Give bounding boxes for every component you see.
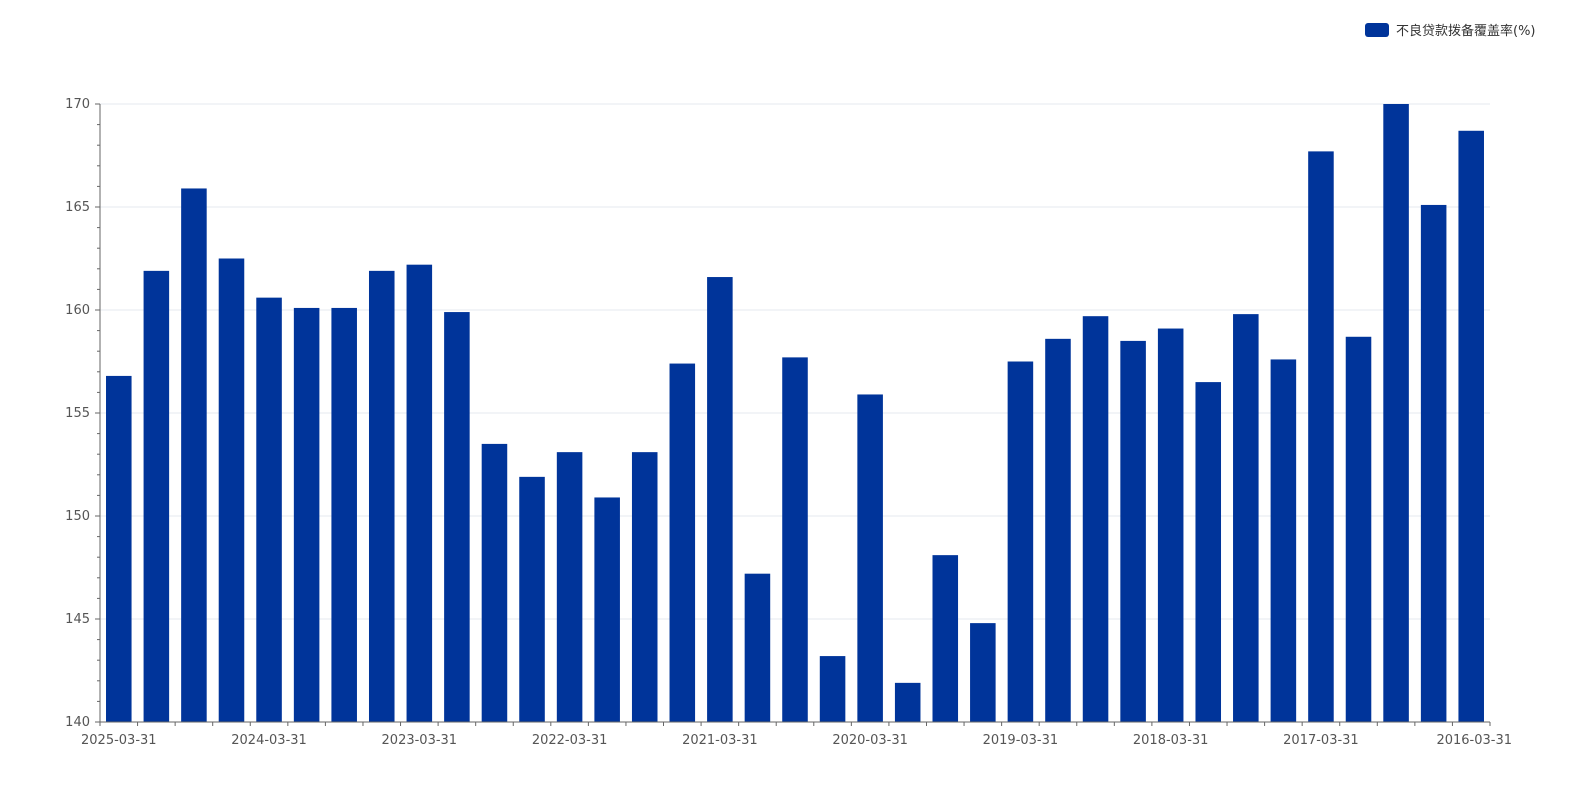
x-tick-label: 2018-03-31 bbox=[1133, 733, 1209, 748]
x-tick-label: 2021-03-31 bbox=[682, 733, 758, 748]
bar[interactable]: 2016-06-30: 165.1 bbox=[1420, 204, 1447, 722]
x-tick-label: 2025-03-31 bbox=[81, 733, 157, 748]
bar[interactable]: 2024-06-30: 162.5 bbox=[218, 258, 245, 723]
x-tick-label: 2017-03-31 bbox=[1283, 733, 1359, 748]
bar[interactable]: 2017-06-30: 157.6 bbox=[1270, 359, 1297, 722]
x-tick-label: 2024-03-31 bbox=[231, 733, 307, 748]
bar[interactable]: 2024-03-31: 160.6 bbox=[256, 297, 282, 722]
bar[interactable]: 2024-09-30: 165.9 bbox=[181, 188, 207, 722]
y-tick-label: 150 bbox=[65, 509, 90, 524]
bar[interactable]: 2023-09-30: 160.1 bbox=[331, 307, 357, 722]
bar[interactable]: 2021-12-31: 150.9 bbox=[594, 497, 620, 722]
bar[interactable]: 2016-12-31: 158.7 bbox=[1345, 336, 1372, 722]
bar[interactable]: 2016-03-31: 168.7 bbox=[1458, 130, 1484, 722]
bar[interactable]: 2020-09-30: 157.7 bbox=[782, 357, 808, 722]
bar[interactable]: 2022-03-31: 153.1 bbox=[556, 452, 583, 722]
bar[interactable]: 2020-03-31: 155.9 bbox=[857, 394, 883, 722]
y-tick-label: 160 bbox=[65, 303, 90, 318]
axes: 140 145 150 155 160 165 170 2025-03-31 2024-03-3… bbox=[65, 97, 1512, 748]
bar[interactable]: 2023-03-31: 162.2 bbox=[406, 264, 433, 722]
bar[interactable]: 2019-09-30: 148.1 bbox=[932, 555, 959, 722]
bar[interactable]: 2018-03-31: 159.1 bbox=[1157, 328, 1184, 722]
bar[interactable]: 2021-09-30: 153.1 bbox=[631, 452, 658, 722]
bar[interactable]: 2017-03-31: 167.7 bbox=[1308, 151, 1334, 722]
bar[interactable]: 2023-06-30: 161.9 bbox=[368, 270, 395, 722]
legend[interactable]: 不良贷款拨备覆盖率(%) bbox=[1365, 23, 1536, 39]
y-tick-label: 165 bbox=[65, 200, 90, 215]
bar[interactable]: 2019-03-31: 157.5 bbox=[1007, 361, 1034, 723]
bar[interactable]: 2018-06-30: 158.5 bbox=[1120, 340, 1146, 722]
bar[interactable]: 2022-06-30: 151.9 bbox=[519, 476, 545, 722]
x-tick-label: 2016-03-31 bbox=[1436, 733, 1512, 748]
x-tick-label: 2020-03-31 bbox=[832, 733, 908, 748]
bar[interactable]: 2018-12-31: 158.6 bbox=[1045, 338, 1071, 722]
y-tick-label: 145 bbox=[65, 612, 90, 627]
bar[interactable]: 2021-03-31: 161.6 bbox=[707, 277, 733, 722]
bar[interactable]: 2022-12-31: 159.9 bbox=[444, 312, 470, 722]
bar[interactable]: 2017-12-31: 156.5 bbox=[1195, 382, 1222, 722]
bar[interactable]: 2022-09-30: 153.5 bbox=[481, 443, 508, 722]
x-tick-label: 2019-03-31 bbox=[983, 733, 1059, 748]
bar[interactable]: 2017-09-30: 159.8 bbox=[1233, 314, 1259, 722]
y-tick-label: 170 bbox=[65, 97, 90, 112]
bar[interactable]: 2021-06-30: 157.4 bbox=[669, 363, 696, 722]
bar[interactable]: 2019-06-30: 144.8 bbox=[970, 623, 996, 722]
legend-swatch[interactable] bbox=[1365, 23, 1389, 37]
bar[interactable]: 2016-09-30: 170 bbox=[1383, 104, 1409, 722]
x-tick-label: 2023-03-31 bbox=[382, 733, 458, 748]
bar[interactable]: 2023-12-31: 160.1 bbox=[293, 307, 320, 722]
y-tick-label: 140 bbox=[65, 715, 90, 730]
legend-label[interactable]: 不良贷款拨备覆盖率(%) bbox=[1396, 23, 1536, 39]
bar[interactable]: 2018-09-30: 159.7 bbox=[1082, 316, 1109, 722]
bar-series: 2025-03-31: 156.8 2024-12-31: 161.9 2024-0… bbox=[106, 104, 1484, 722]
bar[interactable]: 2020-06-30: 143.2 bbox=[819, 656, 846, 722]
y-tick-label: 155 bbox=[65, 406, 90, 421]
bar[interactable]: 2019-12-31: 141.9 bbox=[894, 682, 921, 722]
bar[interactable]: 2025-03-31: 156.8 bbox=[106, 375, 132, 722]
bar[interactable]: 2020-12-31: 147.2 bbox=[744, 573, 771, 722]
bar[interactable]: 2024-12-31: 161.9 bbox=[143, 270, 170, 722]
x-tick-label: 2022-03-31 bbox=[532, 733, 608, 748]
